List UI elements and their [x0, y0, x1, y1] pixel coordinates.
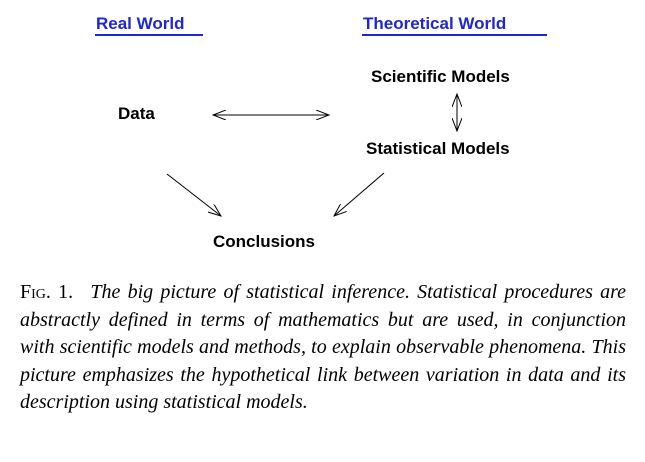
scientific-models-node: Scientific Models	[371, 67, 510, 86]
caption-text: The big picture of statistical inference…	[20, 281, 627, 414]
real-world-heading: Real World	[96, 14, 185, 33]
theoretical-world-heading: Theoretical World	[363, 14, 507, 33]
figure-caption: Fig. 1. The big picture of statistical i…	[20, 279, 626, 417]
theoretical-world-underline	[362, 34, 547, 36]
data-to-conclusions-arrow	[166, 173, 221, 216]
statistical-models-node: Statistical Models	[366, 139, 510, 158]
statistical-models-to-conclusions-arrow	[334, 172, 385, 216]
conclusions-node: Conclusions	[213, 232, 316, 251]
real-world-underline	[95, 34, 203, 36]
data-node: Data	[118, 104, 155, 123]
caption-figure-number: 1.	[58, 281, 74, 303]
diagram-arrows	[166, 0, 645, 270]
caption-figure-label: Fig.	[20, 281, 51, 303]
